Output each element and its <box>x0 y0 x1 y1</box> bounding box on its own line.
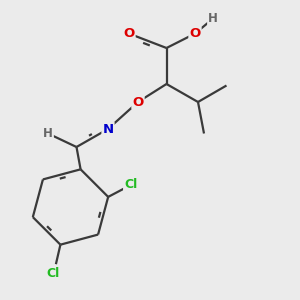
Text: O: O <box>123 27 135 40</box>
Text: O: O <box>189 27 201 40</box>
Text: H: H <box>208 12 218 25</box>
Text: O: O <box>132 95 144 109</box>
Text: N: N <box>102 122 114 136</box>
Text: Cl: Cl <box>46 267 59 280</box>
Text: H: H <box>43 127 53 140</box>
Text: Cl: Cl <box>124 178 137 191</box>
